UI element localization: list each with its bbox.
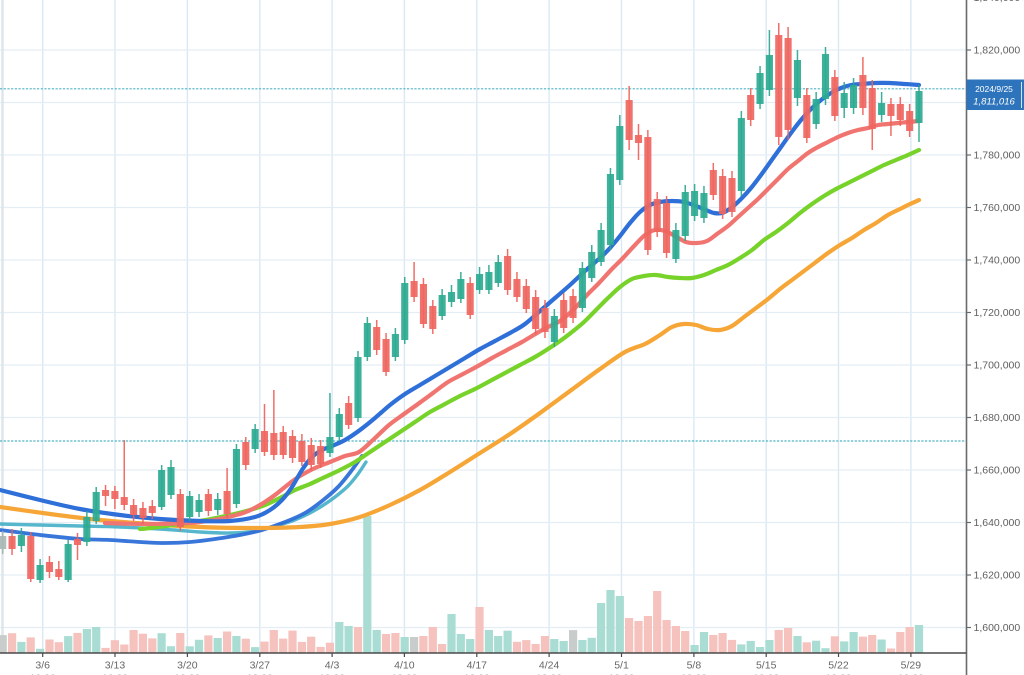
svg-text:10:00: 10:00 [464,673,490,675]
svg-text:4/3: 4/3 [325,660,340,672]
svg-text:1,680,000: 1,680,000 [974,412,1021,424]
svg-text:1,840,000: 1,840,000 [974,0,1021,4]
svg-text:3/27: 3/27 [250,660,271,672]
svg-text:1,811,016: 1,811,016 [973,97,1015,108]
svg-text:1,720,000: 1,720,000 [974,307,1021,319]
svg-text:1,760,000: 1,760,000 [974,202,1021,214]
svg-text:1,780,000: 1,780,000 [974,150,1021,162]
svg-text:10:00: 10:00 [608,673,634,675]
svg-text:1,620,000: 1,620,000 [974,570,1021,582]
svg-text:10:00: 10:00 [174,673,200,675]
svg-text:1,700,000: 1,700,000 [974,360,1021,372]
svg-text:4/10: 4/10 [394,660,415,672]
svg-text:10:00: 10:00 [753,673,779,675]
svg-text:1,820,000: 1,820,000 [974,45,1021,57]
svg-text:10:00: 10:00 [319,673,345,675]
svg-text:5/15: 5/15 [756,660,777,672]
svg-text:3/6: 3/6 [35,660,50,672]
svg-text:10:00: 10:00 [825,673,851,675]
svg-text:4/24: 4/24 [539,660,560,672]
svg-text:5/8: 5/8 [687,660,702,672]
svg-text:3/13: 3/13 [105,660,126,672]
svg-text:5/1: 5/1 [614,660,629,672]
svg-text:1,600,000: 1,600,000 [974,622,1021,634]
svg-text:1,740,000: 1,740,000 [974,255,1021,267]
svg-text:10:00: 10:00 [898,673,924,675]
svg-text:1,660,000: 1,660,000 [974,465,1021,477]
svg-text:1,640,000: 1,640,000 [974,517,1021,529]
svg-text:4/17: 4/17 [467,660,488,672]
svg-text:10:00: 10:00 [536,673,562,675]
svg-text:10:00: 10:00 [391,673,417,675]
svg-text:3/20: 3/20 [177,660,198,672]
svg-text:10:00: 10:00 [102,673,128,675]
svg-text:5/29: 5/29 [901,660,922,672]
svg-text:2024/9/25: 2024/9/25 [975,84,1013,94]
svg-text:10:00: 10:00 [681,673,707,675]
svg-text:5/22: 5/22 [828,660,849,672]
svg-text:10:00: 10:00 [247,673,273,675]
svg-text:10:00: 10:00 [30,673,56,675]
